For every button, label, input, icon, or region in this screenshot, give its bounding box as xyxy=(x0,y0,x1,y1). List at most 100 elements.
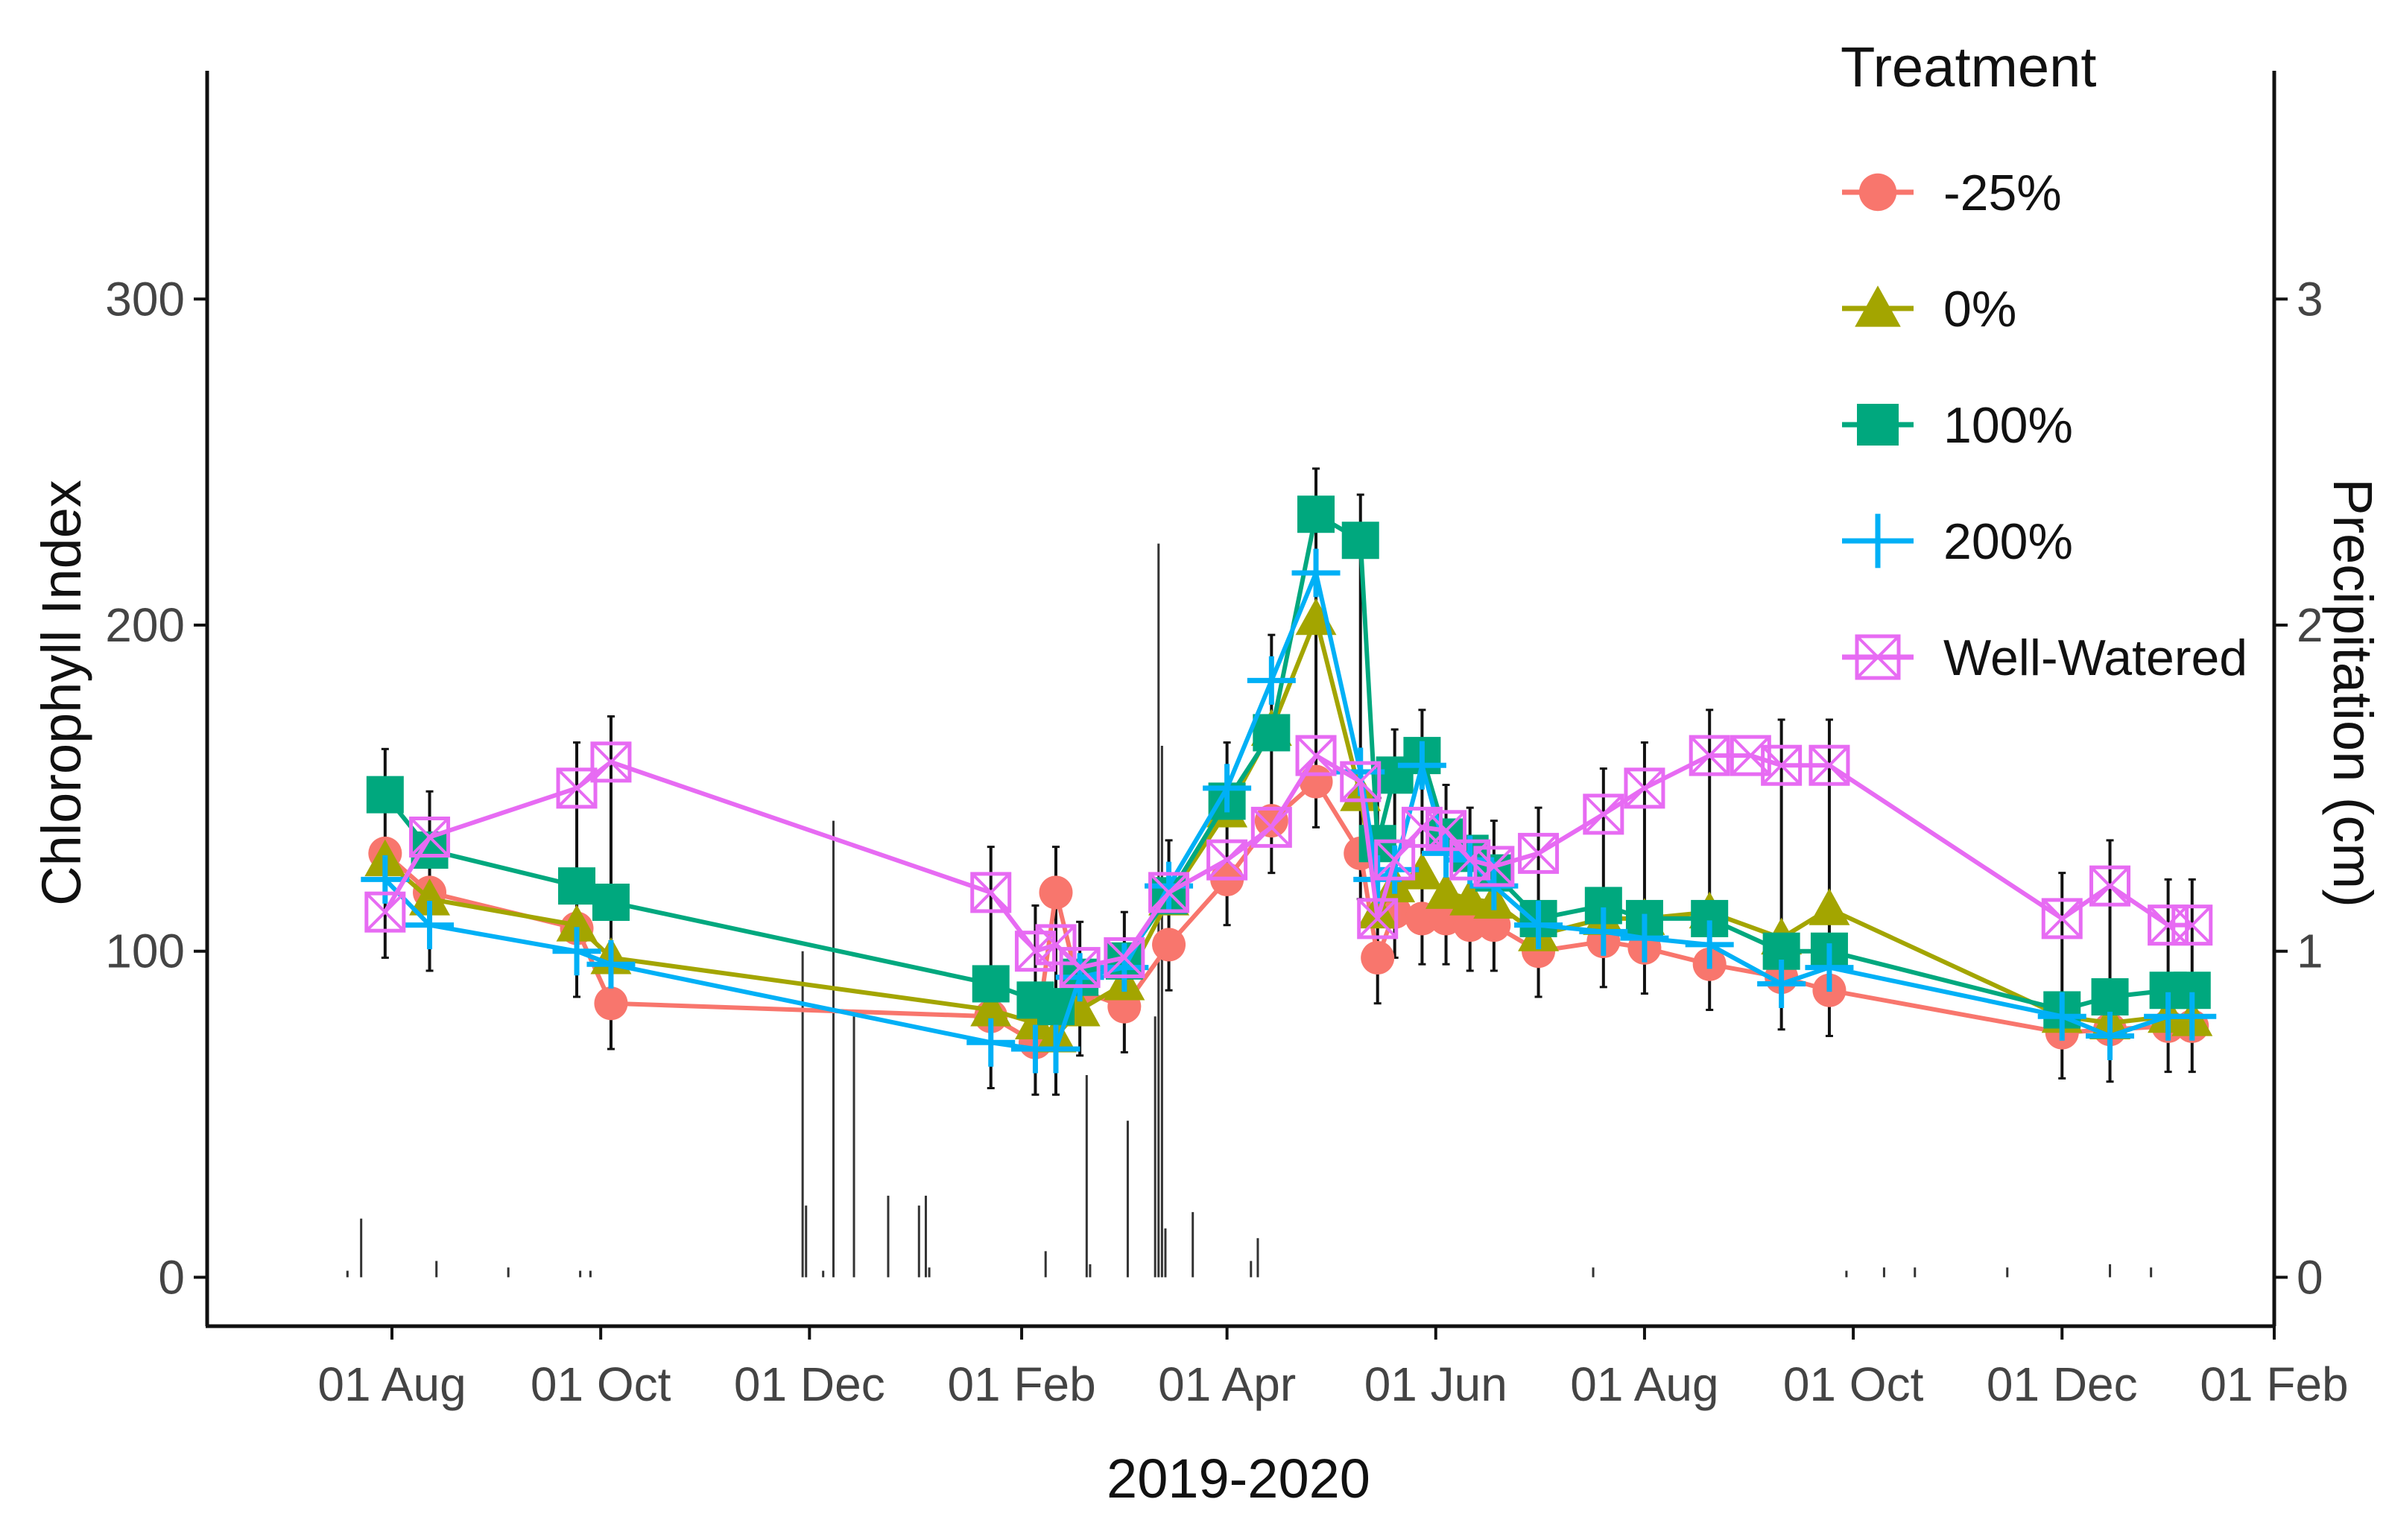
data-point xyxy=(1291,548,1341,598)
marker-shape xyxy=(557,768,597,808)
x-tick-label: 01 Dec xyxy=(1987,1357,2138,1411)
data-point xyxy=(1405,901,1439,936)
marker-shape xyxy=(1207,840,1247,880)
data-point xyxy=(966,1018,1016,1067)
data-point xyxy=(364,891,406,933)
marker-shape xyxy=(2090,866,2130,906)
data-point xyxy=(1039,875,1073,910)
marker-shape xyxy=(1730,735,1771,776)
data-point xyxy=(972,965,1010,1003)
data-point xyxy=(1203,764,1252,813)
marker-shape xyxy=(1358,899,1398,939)
marker-shape xyxy=(1858,173,1897,212)
marker-shape xyxy=(1374,839,1416,881)
marker-shape xyxy=(1855,635,1900,679)
legend-label: 0% xyxy=(1943,281,2016,338)
series-4 xyxy=(364,735,2213,989)
data-point xyxy=(1035,924,1077,966)
marker-shape xyxy=(1036,925,1076,965)
marker-shape xyxy=(591,742,631,782)
marker-shape xyxy=(1341,522,1379,560)
data-point xyxy=(409,878,451,916)
data-point xyxy=(1299,764,1333,799)
marker-shape xyxy=(556,767,598,809)
data-point xyxy=(1757,959,1806,1008)
legend-item: 100% xyxy=(1842,397,2073,454)
marker-shape xyxy=(1296,735,1336,776)
marker-shape xyxy=(2089,865,2131,907)
data-point xyxy=(1341,522,1379,560)
data-point xyxy=(409,817,451,858)
y2-tick-label: 0 xyxy=(2297,1250,2323,1304)
legend-key-marker xyxy=(1850,513,1905,568)
marker-shape xyxy=(1035,924,1077,966)
precipitation-bars xyxy=(346,543,2153,1278)
marker-shape xyxy=(970,872,1012,913)
data-point xyxy=(590,741,632,783)
marker-shape xyxy=(1402,807,1442,847)
data-point xyxy=(1620,913,1669,963)
marker-shape xyxy=(2042,899,2082,939)
data-point xyxy=(1340,761,1382,802)
data-point xyxy=(970,989,1012,1027)
marker-shape xyxy=(409,878,451,916)
marker-shape xyxy=(1014,1002,1056,1039)
marker-shape xyxy=(1689,735,1730,776)
legend: Treatment -25% 0% 100% 200% Well-Watered xyxy=(1841,36,2247,686)
legend-title: Treatment xyxy=(1841,36,2097,99)
data-point xyxy=(592,884,630,922)
marker-shape xyxy=(1473,846,1515,887)
data-point xyxy=(1206,839,1248,881)
marker-shape xyxy=(556,904,598,942)
marker-shape xyxy=(1039,875,1073,910)
data-point xyxy=(2037,992,2086,1041)
marker-shape xyxy=(365,892,405,932)
data-point xyxy=(1583,793,1624,835)
legend-item: Well-Watered xyxy=(1842,630,2247,686)
data-point xyxy=(1014,931,1056,972)
legend-label: 200% xyxy=(1943,513,2073,570)
data-point xyxy=(2091,977,2129,1015)
marker-shape xyxy=(366,776,404,814)
y-axis-title: Chlorophyll Index xyxy=(31,480,92,906)
legend-label: 100% xyxy=(1943,397,2073,454)
data-point xyxy=(1518,832,1560,874)
data-point xyxy=(2171,904,2213,946)
y2-tick-label: 1 xyxy=(2297,925,2323,978)
x-tick-label: 01 Feb xyxy=(2200,1357,2348,1411)
data-point xyxy=(405,901,455,950)
data-point xyxy=(1689,735,1730,776)
x-axis-title: 2019-2020 xyxy=(1107,1448,1370,1509)
data-point xyxy=(552,927,601,976)
y2-axis-title: Precipitation (cm) xyxy=(2322,478,2384,907)
marker-shape xyxy=(1449,878,1491,916)
legend-label: -25% xyxy=(1943,165,2062,221)
marker-shape xyxy=(1014,931,1056,972)
legend-key-marker xyxy=(1857,404,1899,446)
data-point xyxy=(366,776,404,814)
marker-shape xyxy=(558,867,596,905)
data-point xyxy=(1295,735,1337,776)
legend-item: 0% xyxy=(1842,281,2016,338)
data-point xyxy=(586,939,636,989)
series-lines xyxy=(361,495,2217,1074)
marker-shape xyxy=(1405,901,1439,936)
marker-shape xyxy=(1340,761,1382,802)
marker-shape xyxy=(972,965,1010,1003)
marker-shape xyxy=(1104,937,1145,978)
x-tick-label: 01 Aug xyxy=(1570,1357,1718,1411)
marker-shape xyxy=(1149,872,1189,913)
data-point xyxy=(1805,943,1854,992)
marker-shape xyxy=(1474,846,1514,887)
marker-shape xyxy=(1016,931,1055,972)
y-tick-label: 0 xyxy=(158,1250,185,1304)
data-point xyxy=(1247,656,1296,705)
x-tick-label: 01 Jun xyxy=(1364,1357,1507,1411)
axes xyxy=(205,71,2276,1328)
marker-shape xyxy=(364,891,406,933)
x-tick-label: 01 Aug xyxy=(317,1357,466,1411)
data-point xyxy=(1059,947,1101,989)
y-tick-label: 200 xyxy=(105,598,185,652)
data-point xyxy=(1761,744,1803,786)
